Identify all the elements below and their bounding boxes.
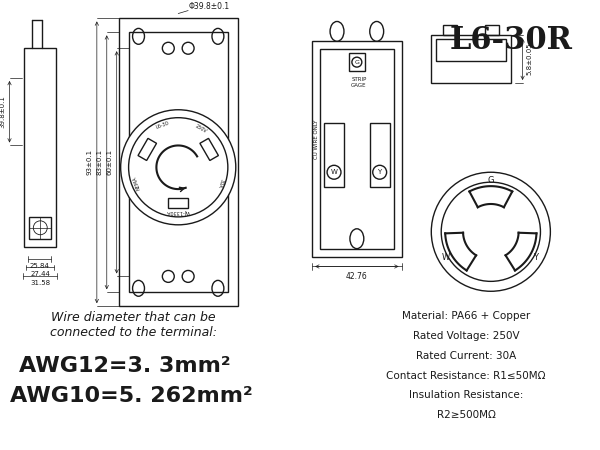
Text: 39.8±0.1: 39.8±0.1 <box>0 95 5 128</box>
Text: connected to the terminal:: connected to the terminal: <box>50 326 217 339</box>
Circle shape <box>373 165 386 179</box>
Bar <box>431 36 511 83</box>
Text: L6-30R: L6-30R <box>449 26 572 56</box>
Text: NEMA: NEMA <box>131 175 141 190</box>
Bar <box>324 123 344 187</box>
Bar <box>138 138 157 161</box>
Circle shape <box>34 221 47 235</box>
Text: CU WIRE ONLY: CU WIRE ONLY <box>314 120 319 159</box>
Text: Insulation Resistance:: Insulation Resistance: <box>409 391 523 401</box>
Text: Material: PA66 + Copper: Material: PA66 + Copper <box>402 311 530 321</box>
Text: WJ-1330A: WJ-1330A <box>166 209 190 215</box>
Text: G: G <box>488 176 494 184</box>
Circle shape <box>128 118 228 217</box>
Bar <box>443 26 457 36</box>
Text: Rated Voltage: 250V: Rated Voltage: 250V <box>413 331 520 341</box>
Text: Φ39.8±0.1: Φ39.8±0.1 <box>188 1 229 10</box>
Text: L6-30: L6-30 <box>155 121 170 130</box>
Bar <box>200 138 218 161</box>
Text: Contact Resistance: R1≤50MΩ: Contact Resistance: R1≤50MΩ <box>386 371 546 381</box>
Text: AWG12=3. 3mm²: AWG12=3. 3mm² <box>19 356 231 376</box>
Text: W: W <box>331 169 337 175</box>
Text: W: W <box>442 253 450 262</box>
Text: 31.58: 31.58 <box>30 280 50 286</box>
Text: 60±0.1: 60±0.1 <box>107 149 113 176</box>
Bar <box>29 217 51 239</box>
Bar <box>320 49 394 249</box>
Bar <box>119 18 238 306</box>
Text: R2≥500MΩ: R2≥500MΩ <box>437 410 496 420</box>
Bar <box>436 39 506 61</box>
Text: 250V: 250V <box>194 123 208 134</box>
Text: Y: Y <box>377 169 382 175</box>
Bar <box>128 32 228 292</box>
Circle shape <box>431 172 550 291</box>
Circle shape <box>441 182 541 281</box>
Bar <box>370 123 389 187</box>
Text: Wire diameter that can be: Wire diameter that can be <box>51 311 216 324</box>
Circle shape <box>352 57 362 67</box>
Text: 27.44: 27.44 <box>31 271 50 278</box>
Bar <box>312 41 401 256</box>
Text: 83±0.1: 83±0.1 <box>97 149 103 176</box>
Text: 42.76: 42.76 <box>346 272 368 281</box>
Text: 93±0.1: 93±0.1 <box>87 149 93 176</box>
Bar <box>485 26 499 36</box>
Text: 30A: 30A <box>216 177 224 188</box>
Text: G: G <box>355 60 359 65</box>
Circle shape <box>121 110 236 225</box>
Text: AWG10=5. 262mm²: AWG10=5. 262mm² <box>10 386 252 405</box>
Text: GAGE: GAGE <box>351 83 367 89</box>
Text: Y: Y <box>533 253 538 262</box>
Text: 5.8±0.05: 5.8±0.05 <box>527 43 533 76</box>
Circle shape <box>327 165 341 179</box>
Bar <box>168 198 188 208</box>
Text: Rated Current: 30A: Rated Current: 30A <box>416 351 516 361</box>
Bar <box>25 48 56 247</box>
Text: STRIP: STRIP <box>351 76 367 81</box>
Bar <box>349 53 365 71</box>
Text: 25.84: 25.84 <box>30 262 50 269</box>
